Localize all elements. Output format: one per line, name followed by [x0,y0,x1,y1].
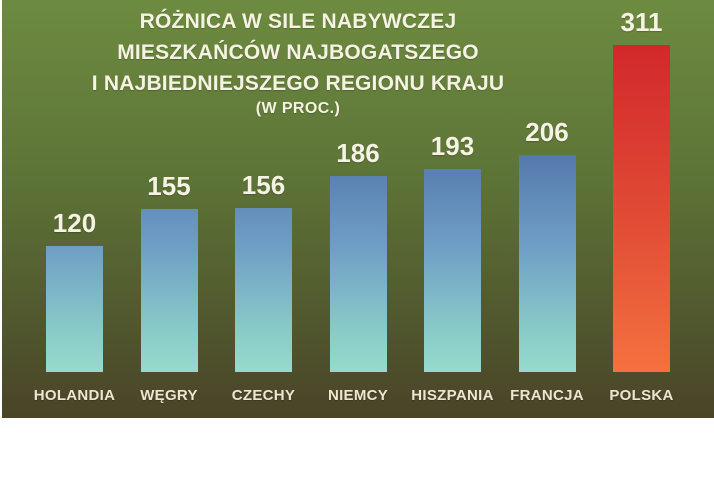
bar [46,246,103,372]
bar-category-label: HOLANDIA [33,386,116,404]
bar-category-label: CZECHY [231,386,296,404]
bar-column: 186 NIEMCY [327,138,389,418]
bar-value-label: 311 [620,7,663,37]
bar-column: 156 CZECHY [231,170,296,418]
bar-column: 120 HOLANDIA [34,208,115,418]
bar-value-label: 186 [336,138,380,168]
bar-value-label: 120 [52,208,97,238]
bar [518,155,576,372]
bar-column: 193 HISZPANIA [411,131,493,418]
bar-value-label: 156 [241,170,286,200]
bar-category-label: NIEMCY [327,386,389,404]
bar-value-label: 193 [430,131,475,161]
bar-column: 311 POLSKA [609,7,673,418]
bar [424,169,481,372]
bar-value-label: 206 [525,117,569,147]
bar-category-label: FRANCJA [510,386,584,404]
chart-subtitle: (W PROC.) [255,100,341,117]
chart-title-block: RÓŻNICA W SILE NABYWCZEJ MIESZKAŃCÓW NAJ… [2,6,594,119]
chart-background: RÓŻNICA W SILE NABYWCZEJ MIESZKAŃCÓW NAJ… [2,0,714,418]
bar [140,209,198,372]
bar-column: 155 WĘGRY [140,171,198,418]
bar-highlight [613,45,670,372]
chart-title-line-1: RÓŻNICA W SILE NABYWCZEJ [139,10,457,33]
bar-value-label: 155 [147,171,191,201]
chart-title-line-3: I NAJBIEDNIEJSZEGO REGIONU KRAJU [91,72,505,95]
bar-category-label: WĘGRY [140,386,198,404]
bar-category-label: POLSKA [609,386,674,404]
bars: 120 HOLANDIA 155 WĘGRY 156 CZECHY 186 NIEMCY 193… [34,0,674,418]
chart-title-line-2: MIESZKAŃCÓW NAJBOGATSZEGO [117,41,479,64]
bar-column: 206 FRANCJA [510,117,583,418]
bar [235,208,292,372]
bar-category-label: HISZPANIA [411,386,494,404]
bar [329,176,387,372]
